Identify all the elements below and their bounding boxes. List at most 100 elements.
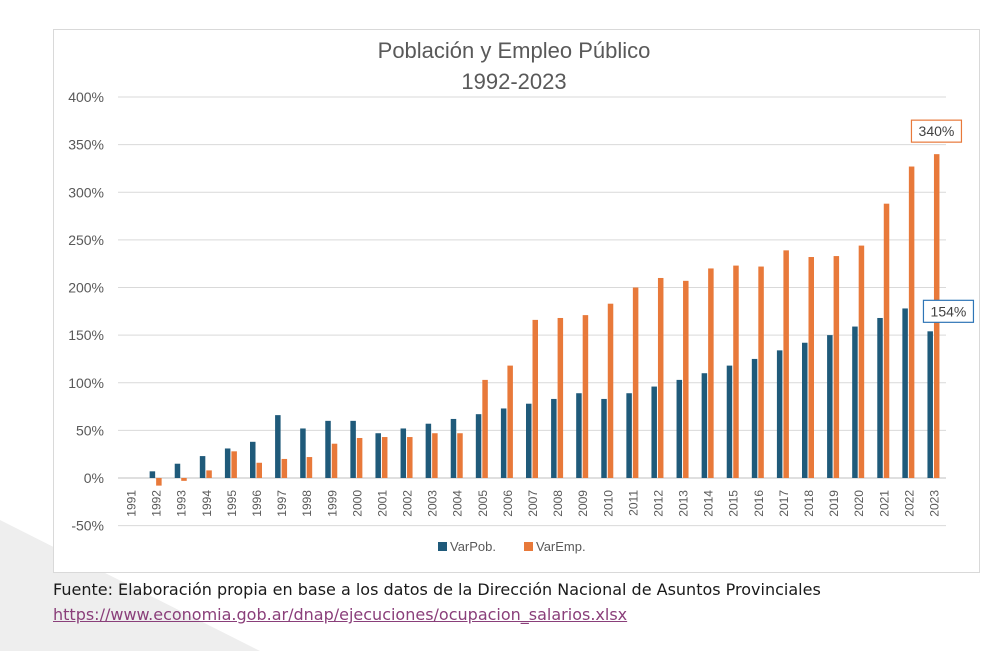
- bar-varpob-1995: [224, 448, 231, 478]
- bar-varpob-2007: [526, 403, 532, 478]
- bar-varemp-2021: [883, 203, 890, 478]
- bar-varpob-1997: [275, 415, 281, 478]
- x-tick-label: 1996: [250, 490, 264, 517]
- x-tick-label: 2001: [375, 490, 389, 517]
- x-tick-label: 2010: [601, 490, 615, 517]
- annotation-label: 154%: [931, 303, 967, 319]
- bar-varemp-1999: [331, 443, 338, 478]
- bar-varemp-2006: [507, 365, 513, 478]
- x-tick-label: 2006: [501, 490, 515, 517]
- bar-varpob-2002: [400, 428, 407, 478]
- annotation-box: [922, 299, 975, 323]
- x-tick-label: 2005: [476, 490, 490, 517]
- bar-varpob-2012: [651, 386, 657, 478]
- bar-varemp-2016: [758, 266, 764, 478]
- bar-varpob-1996: [250, 441, 256, 478]
- bar-varemp-2002: [407, 437, 413, 478]
- x-tick-label: 1992: [150, 490, 164, 517]
- y-tick-label: 250%: [68, 232, 104, 248]
- bar-varemp-2007: [532, 319, 538, 478]
- x-tick-label: 2004: [451, 490, 465, 517]
- x-tick-label: 1997: [275, 490, 289, 517]
- bar-varpob-2011: [626, 393, 632, 478]
- bar-varemp-1996: [256, 462, 262, 478]
- x-tick-label: 1994: [200, 490, 214, 517]
- annotations: 340% 154%: [910, 119, 975, 323]
- x-tick-label: 2017: [777, 490, 791, 517]
- bar-varemp-1992: [156, 478, 162, 486]
- y-tick-label: 100%: [68, 375, 104, 391]
- bar-varemp-2009: [582, 315, 589, 478]
- x-tick-label: 2021: [877, 490, 891, 517]
- bar-varemp-1993: [181, 478, 187, 481]
- y-tick-label: 200%: [68, 280, 104, 296]
- y-tick-label: 50%: [76, 422, 104, 438]
- chart-subtitle: 1992-2023: [461, 69, 566, 94]
- y-tick-label: 350%: [68, 137, 104, 153]
- legend-swatch: [438, 542, 447, 551]
- x-tick-label: 2019: [827, 490, 841, 517]
- bar-varemp-1995: [231, 451, 237, 478]
- annotation-box: [910, 119, 963, 143]
- y-tick-label: -50%: [71, 518, 104, 534]
- bar-varpob-2003: [425, 423, 432, 478]
- x-tick-label: 2008: [551, 490, 565, 517]
- bar-varemp-1998: [306, 457, 313, 478]
- x-tick-label: 1999: [325, 490, 339, 517]
- bar-varpob-2017: [776, 350, 783, 478]
- x-tick-label: 2020: [852, 490, 866, 517]
- bar-varemp-2018: [808, 257, 814, 478]
- x-tick-label: 2015: [727, 490, 741, 517]
- bar-varpob-1998: [300, 428, 306, 478]
- bar-varpob-2010: [601, 398, 607, 478]
- bar-varemp-2017: [783, 250, 789, 478]
- x-axis: 1991 1992 1993 1994 1995 1996 1997 1998 1999 2000…: [125, 490, 942, 517]
- bar-varemp-2022: [908, 166, 915, 478]
- bar-varpob-2001: [375, 433, 381, 478]
- bar-varemp-2010: [607, 303, 614, 478]
- bar-varpob-1992: [149, 471, 156, 478]
- bars: [149, 154, 940, 486]
- x-tick-label: 2018: [802, 490, 816, 517]
- x-tick-label: 2023: [927, 490, 941, 517]
- x-tick-label: 1991: [125, 490, 139, 517]
- bar-varpob-2006: [500, 408, 507, 478]
- legend-label: VarEmp.: [536, 539, 586, 554]
- x-tick-label: 2007: [526, 490, 540, 517]
- bar-varpob-2014: [701, 373, 708, 478]
- bar-varpob-2008: [551, 398, 557, 478]
- bar-varpob-2015: [726, 365, 733, 478]
- bar-varpob-2009: [576, 393, 582, 478]
- annotation-label: 340%: [919, 123, 955, 139]
- x-tick-label: 2000: [350, 490, 364, 517]
- bar-varemp-2008: [557, 317, 564, 478]
- bar-varpob-2000: [350, 420, 356, 478]
- y-tick-label: 150%: [68, 327, 104, 343]
- bar-varpob-2020: [852, 326, 858, 478]
- y-tick-label: 300%: [68, 184, 104, 200]
- bar-varemp-2001: [381, 437, 388, 478]
- source-note: Fuente: Elaboración propia en base a los…: [53, 580, 821, 599]
- bar-varpob-2021: [877, 317, 883, 478]
- bar-varemp-2005: [482, 379, 488, 478]
- bar-varpob-2004: [450, 418, 457, 478]
- bar-varpob-2005: [475, 414, 482, 478]
- bar-varemp-2019: [833, 256, 840, 478]
- x-tick-label: 2009: [576, 490, 590, 517]
- source-link[interactable]: https://www.economia.gob.ar/dnap/ejecuci…: [53, 605, 628, 624]
- x-tick-label: 1995: [225, 490, 239, 517]
- bar-varpob-1994: [199, 456, 206, 478]
- bar-varpob-2013: [676, 379, 683, 478]
- bar-varemp-1997: [281, 458, 288, 478]
- x-tick-label: 2003: [426, 490, 440, 517]
- x-tick-label: 2014: [702, 490, 716, 517]
- y-axis: -50% 0% 50% 100% 150% 200% 250% 300% 350% 400%: [68, 89, 104, 534]
- chart-title: Población y Empleo Público: [378, 38, 651, 63]
- chart-frame: [53, 29, 980, 573]
- bar-varemp-2000: [356, 437, 363, 478]
- bar-varemp-2015: [733, 265, 739, 478]
- bar-varemp-2004: [457, 433, 463, 478]
- gridlines: [118, 96, 946, 527]
- bar-varemp-2011: [632, 287, 639, 478]
